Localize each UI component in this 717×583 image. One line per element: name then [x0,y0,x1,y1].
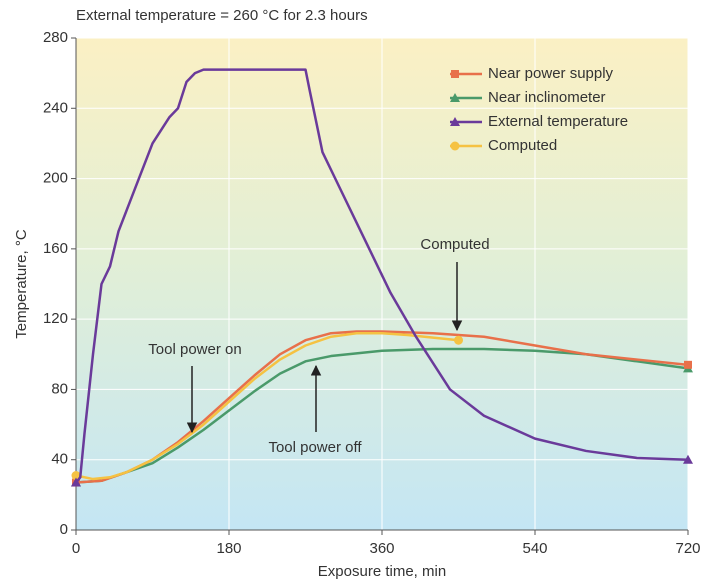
marker [450,141,460,151]
x-tick-label: 540 [522,540,547,557]
annotation: Tool power on [148,341,241,358]
annotation: Tool power off [268,439,362,456]
x-tick-label: 180 [216,540,241,557]
x-tick-label: 0 [72,540,80,557]
marker [450,93,460,102]
chart-title: External temperature = 260 °C for 2.3 ho… [76,7,368,24]
legend-label: External temperature [488,113,628,130]
marker [451,70,459,78]
y-tick-label: 280 [43,29,68,46]
y-tick-label: 80 [51,380,68,397]
y-axis-label: Temperature, °C [13,229,30,339]
legend-label: Near power supply [488,65,614,82]
y-tick-label: 120 [43,310,68,327]
y-tick-label: 0 [60,521,68,538]
y-tick-label: 40 [51,451,68,468]
series-line [75,331,459,481]
marker [684,360,692,369]
y-tick-label: 200 [43,170,68,187]
x-tick-label: 720 [675,540,700,557]
marker [71,477,81,487]
marker [450,117,460,126]
marker [454,335,463,345]
annotation: Computed [420,236,489,253]
y-tick-label: 240 [43,99,68,116]
series-line [75,68,689,484]
y-tick-label: 160 [43,240,68,257]
legend-label: Computed [488,137,557,154]
x-tick-label: 360 [369,540,394,557]
marker [683,454,693,464]
x-axis-label: Exposure time, min [318,563,446,580]
legend-label: Near inclinometer [488,89,606,106]
series-line [75,347,689,484]
